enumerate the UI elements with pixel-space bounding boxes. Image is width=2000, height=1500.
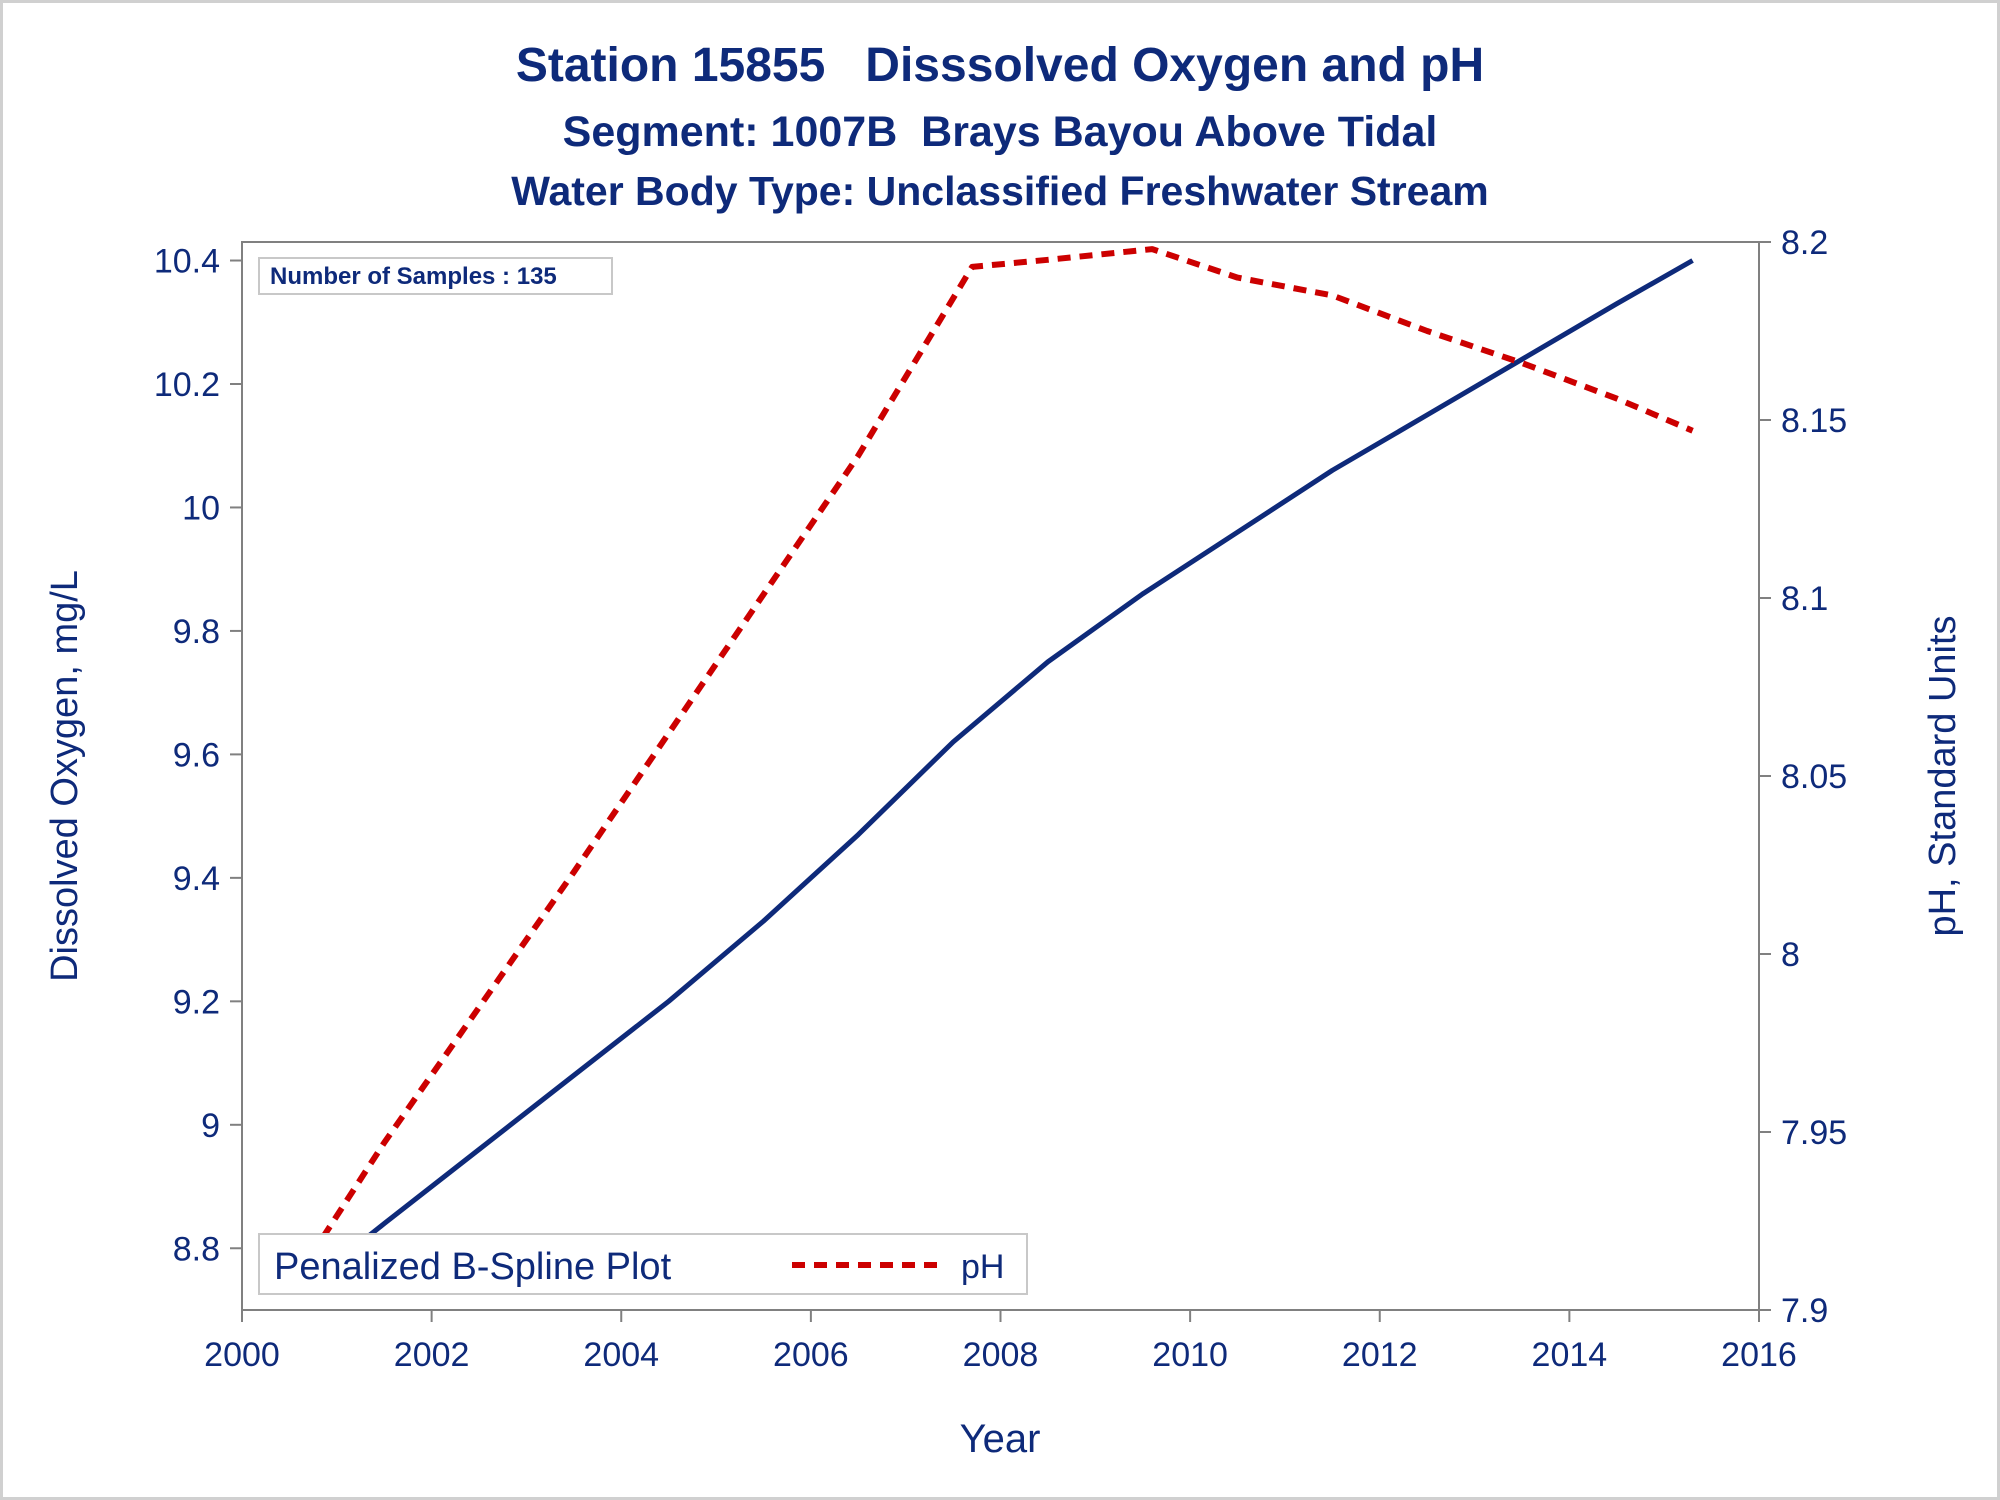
legend: Penalized B-Spline Plot pH xyxy=(258,1233,1028,1295)
y2-tick-label: 7.95 xyxy=(1781,1114,1847,1152)
y-axis-right: 7.9 7.95 8 8.05 8.1 8.15 8.2 xyxy=(1759,224,1847,1330)
x-axis-label: Year xyxy=(960,1417,1041,1461)
y2-tick-label: 8 xyxy=(1781,936,1800,974)
x-tick-label: 2004 xyxy=(583,1336,659,1374)
plot-area xyxy=(241,241,1760,1311)
chart-title: Station 15855 Disssolved Oxygen and pH xyxy=(515,39,1485,92)
y-tick-label: 10 xyxy=(182,489,220,527)
x-tick-label: 2002 xyxy=(394,1336,470,1374)
legend-entry-ph: pH xyxy=(961,1248,1004,1286)
samples-inset-label: Number of Samples : 135 xyxy=(270,263,557,290)
x-tick-label: 2006 xyxy=(773,1336,849,1374)
chart-subtitle-segment: Segment: 1007B Brays Bayou Above Tidal xyxy=(562,108,1438,156)
y-tick-label: 9.4 xyxy=(173,860,220,898)
y-axis-left-label: Dissolved Oxygen, mg/L xyxy=(44,570,86,982)
x-tick-label: 2012 xyxy=(1342,1336,1418,1374)
y2-tick-label: 7.9 xyxy=(1781,1292,1828,1330)
x-tick-label: 2008 xyxy=(963,1336,1039,1374)
y-tick-label: 9 xyxy=(201,1107,220,1145)
y-tick-label: 9.2 xyxy=(173,983,220,1021)
y-tick-label: 8.8 xyxy=(173,1230,220,1268)
x-tick-label: 2000 xyxy=(204,1336,280,1374)
y-tick-label: 9.6 xyxy=(173,736,220,774)
chart-subtitle-water-body: Water Body Type: Unclassified Freshwater… xyxy=(511,168,1489,214)
y-tick-label: 9.8 xyxy=(173,613,220,651)
y-tick-label: 10.4 xyxy=(154,243,220,281)
x-tick-label: 2010 xyxy=(1152,1336,1228,1374)
legend-title: Penalized B-Spline Plot xyxy=(274,1246,672,1288)
samples-inset-box xyxy=(258,257,613,295)
x-tick-label: 2016 xyxy=(1721,1336,1797,1374)
legend-box xyxy=(258,1233,1028,1295)
y2-tick-label: 8.2 xyxy=(1781,224,1828,262)
ph-series-line xyxy=(296,246,1694,1277)
series-layer xyxy=(296,246,1694,1294)
x-axis: 2000 2002 2004 2006 2008 2010 2012 2014 2016 xyxy=(204,1310,1797,1374)
x-tick-label: 2014 xyxy=(1532,1336,1608,1374)
y-axis-left: 8.8 9 9.2 9.4 9.6 9.8 10 10.2 10.4 xyxy=(154,243,242,1268)
y2-tick-label: 8.05 xyxy=(1781,758,1847,796)
y-axis-right-label: pH, Standard Units xyxy=(1922,615,1964,936)
dissolved-oxygen-series-line xyxy=(297,258,1694,1294)
y2-tick-label: 8.1 xyxy=(1781,580,1828,618)
y-tick-label: 10.2 xyxy=(154,366,220,404)
y2-tick-label: 8.15 xyxy=(1781,402,1847,440)
